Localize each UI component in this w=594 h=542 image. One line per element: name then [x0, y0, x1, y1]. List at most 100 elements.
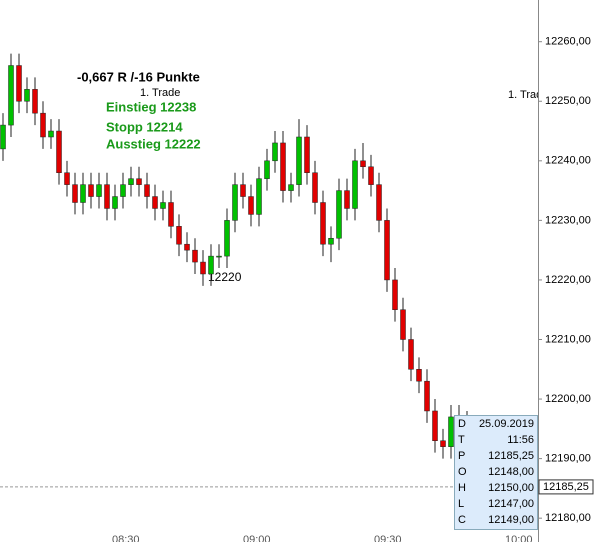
entry-note: Einstieg 12238: [106, 99, 196, 114]
info-box: D 25.09.2019 T 11:56 P 12185,25 O 12148,00 H 1215…: [454, 415, 538, 530]
candle-body: [296, 136, 302, 185]
candle-body: [240, 184, 246, 197]
candle-body: [112, 196, 118, 209]
x-tick-label: 10:00: [505, 534, 533, 542]
candle-body: [424, 380, 430, 412]
candle-body: [416, 369, 422, 382]
candle-body: [40, 112, 46, 138]
candle-body: [208, 255, 214, 275]
candle-body: [288, 184, 294, 191]
candle-body: [336, 190, 342, 239]
candle-body: [432, 410, 438, 441]
candle-body: [48, 130, 54, 138]
candle-body: [88, 184, 94, 197]
candle-body: [440, 440, 446, 447]
candle-body: [280, 142, 286, 191]
info-row: D 25.09.2019: [455, 416, 537, 432]
candle-body: [200, 261, 206, 275]
last-price-box: [538, 479, 594, 495]
candle-body: [352, 160, 358, 209]
candle-body: [248, 196, 254, 215]
candle-body: [368, 166, 374, 185]
candle-body: [448, 416, 454, 447]
candle-body: [408, 339, 414, 370]
y-tick-label: 12190,00: [545, 453, 591, 465]
trade-note: 1. Trade: [140, 87, 180, 99]
candle-body: [24, 89, 30, 102]
candle-body: [16, 65, 22, 102]
info-key: H: [458, 482, 466, 494]
info-row: O 12148,00: [455, 464, 537, 480]
info-value: 12149,00: [488, 514, 534, 526]
candle-body: [400, 309, 406, 340]
info-value: 12148,00: [488, 466, 534, 478]
y-tick-label: 12230,00: [545, 214, 591, 226]
candle-body: [376, 184, 382, 221]
candle-body: [304, 136, 310, 173]
info-row: H 12150,00: [455, 480, 537, 496]
info-row: C 12149,00: [455, 512, 537, 528]
candle-body: [192, 249, 198, 263]
info-value: 12150,00: [488, 482, 534, 494]
info-key: P: [458, 450, 466, 462]
candle-body: [136, 178, 142, 185]
candle-body: [184, 243, 190, 251]
candle-body: [64, 172, 70, 185]
candle-body: [96, 184, 102, 197]
candle-body: [128, 178, 134, 185]
candle-body: [104, 184, 110, 209]
info-key: D: [458, 418, 466, 430]
low-note: 12220: [208, 270, 242, 284]
candle-body: [232, 184, 238, 221]
info-row: T 11:56: [455, 432, 537, 448]
candle-body: [72, 184, 78, 203]
candle-body: [328, 237, 334, 245]
y-tick-label: 12200,00: [545, 393, 591, 405]
candle-body: [216, 255, 222, 258]
candle-body: [224, 220, 230, 257]
candle-body: [160, 202, 166, 209]
trade-note-right: 1. Trade: [508, 89, 548, 101]
candle-body: [152, 196, 158, 209]
candle-body: [0, 124, 6, 150]
info-row: P 12185,25: [455, 448, 537, 464]
candle-body: [344, 190, 350, 209]
candle-body: [56, 130, 62, 173]
candle-body: [384, 220, 390, 281]
info-row: L 12147,00: [455, 496, 537, 512]
candle-body: [256, 178, 262, 215]
result-note: -0,667 R /-16 Punkte: [77, 69, 200, 84]
candle-body: [176, 226, 182, 245]
stop-note: Stopp 12214: [106, 119, 183, 134]
candle-body: [272, 142, 278, 162]
y-tick-label: 12260,00: [545, 36, 591, 48]
candle-body: [8, 65, 14, 126]
y-tick-label: 12240,00: [545, 155, 591, 167]
candle-body: [312, 172, 318, 203]
info-key: C: [458, 514, 466, 526]
candle-body: [120, 184, 126, 197]
candle-body: [168, 202, 174, 227]
candle-body: [80, 184, 86, 203]
info-key: O: [458, 466, 467, 478]
candle-body: [32, 89, 38, 114]
last-price-label: 12185,25: [543, 481, 589, 493]
candle-body: [144, 184, 150, 197]
info-key: L: [458, 498, 465, 510]
y-tick-label: 12220,00: [545, 274, 591, 286]
info-value: 25.09.2019: [478, 418, 534, 430]
candle-body: [360, 160, 366, 168]
info-key: T: [458, 434, 465, 446]
y-tick-label: 12250,00: [545, 95, 591, 107]
plot-area: -0,667 R /-16 Punkte 1. Trade Einstieg 1…: [0, 53, 548, 489]
info-value: 12185,25: [488, 450, 534, 462]
y-tick-label: 12210,00: [545, 333, 591, 345]
candle-body: [392, 279, 398, 310]
exit-note: Ausstieg 12222: [106, 136, 201, 151]
info-value: 12147,00: [488, 498, 534, 510]
y-tick-label: 12180,00: [545, 512, 591, 524]
info-value: 11:56: [507, 434, 534, 446]
x-tick-label: 08:30: [112, 534, 140, 542]
